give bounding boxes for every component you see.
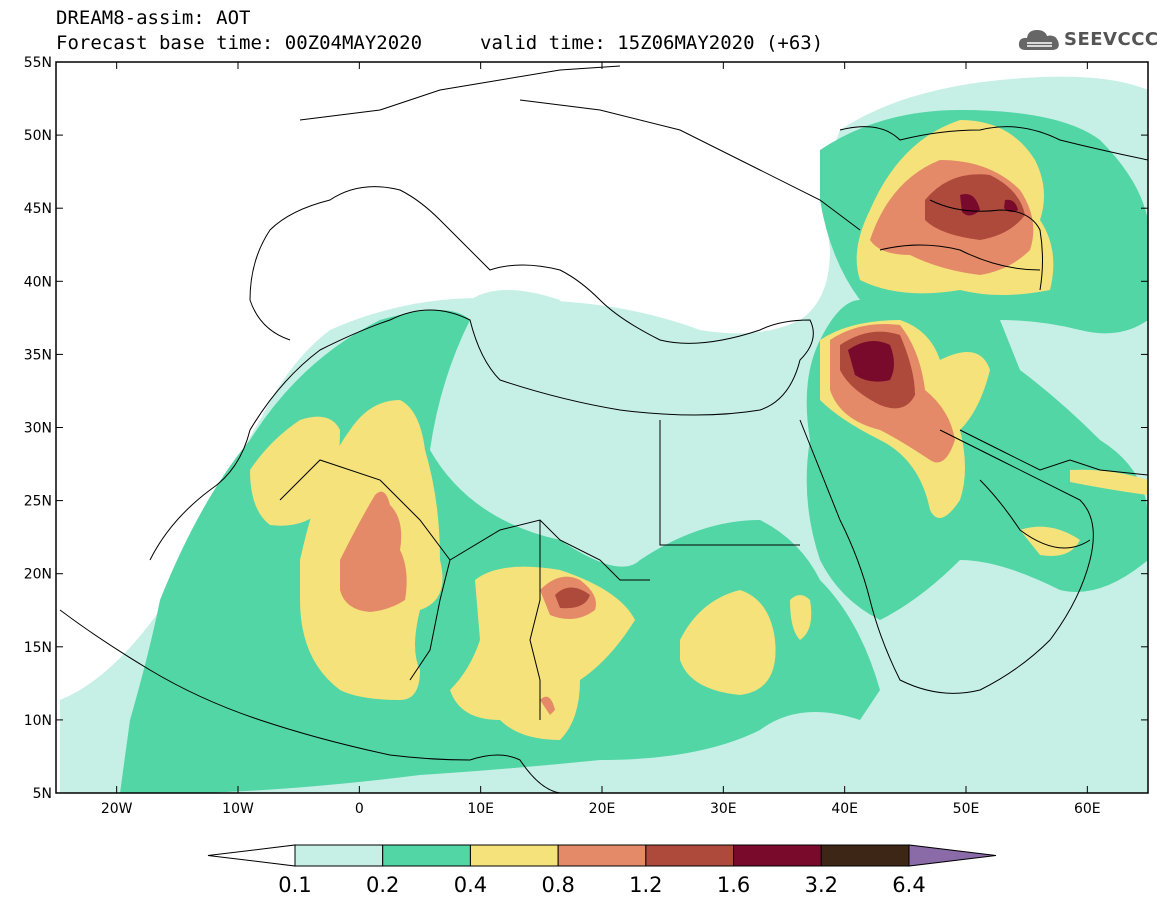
seevccc-logo: SEEVCCC — [1018, 26, 1158, 54]
lat-tick-label: 20N — [24, 567, 52, 583]
lat-tick-label: 25N — [24, 494, 52, 510]
lat-tick-label: 5N — [33, 786, 52, 802]
lon-tick-label: 50E — [953, 801, 980, 817]
coastlines — [59, 65, 1148, 793]
lon-tick-label: 30E — [710, 801, 737, 817]
chart-title: DREAM8-assim: AOT — [56, 7, 251, 29]
lat-tick-label: 55N — [24, 55, 52, 71]
lon-tick-label: 10W — [222, 801, 254, 817]
logo-text: SEEVCCC — [1064, 29, 1159, 50]
lat-tick-label: 50N — [24, 128, 52, 144]
aot-field — [56, 62, 1148, 793]
lon-axis: 20W 10W 0 10E 20E 30E 40E 50E 60E — [101, 62, 1101, 817]
lon-tick-label: 20E — [589, 801, 616, 817]
lat-tick-label: 40N — [24, 274, 52, 290]
lat-tick-label: 30N — [24, 421, 52, 437]
forecast-base-time: Forecast base time: 00Z04MAY2020 — [56, 32, 423, 54]
lat-tick-label: 15N — [24, 640, 52, 656]
lat-axis: 55N 50N 45N 40N 35N 30N 25N 20N 15N 10N 5N — [24, 55, 1148, 802]
lat-tick-label: 35N — [24, 347, 52, 363]
lon-tick-label: 20W — [101, 801, 133, 817]
lon-tick-label: 10E — [467, 801, 494, 817]
lon-tick-label: 40E — [831, 801, 858, 817]
lat-tick-label: 45N — [24, 201, 52, 217]
valid-time: valid time: 15Z06MAY2020 (+63) — [480, 32, 824, 54]
lat-tick-label: 10N — [24, 713, 52, 729]
lon-tick-label: 60E — [1074, 801, 1101, 817]
cloud-icon — [1018, 30, 1059, 50]
lon-tick-label: 0 — [355, 801, 364, 817]
